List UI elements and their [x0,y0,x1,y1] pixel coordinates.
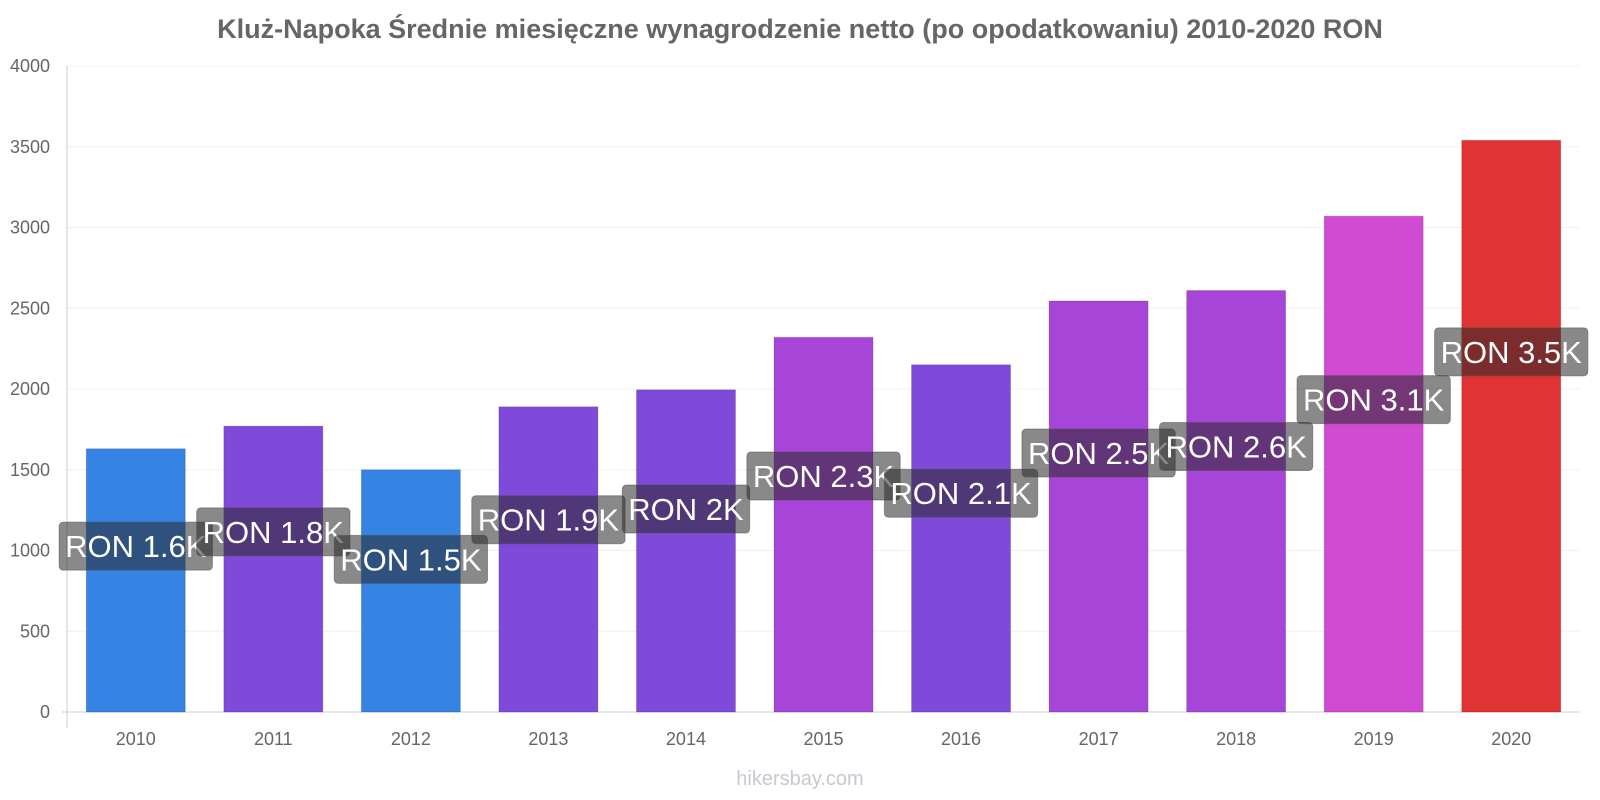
bars [85,139,1562,713]
x-tick-label: 2019 [1354,729,1394,749]
data-label-text: RON 1.9K [478,503,620,538]
bar-2018 [1186,289,1287,713]
x-tick-label: 2017 [1079,729,1119,749]
data-label-2013: RON 1.9K [471,495,626,545]
x-tick-label: 2018 [1216,729,1256,749]
y-tick-label: 0 [40,702,50,722]
bar-2017 [1048,300,1149,713]
y-tick-label: 2500 [10,298,50,318]
y-tick-label: 3000 [10,218,50,238]
x-tick-label: 2010 [116,729,156,749]
data-label-text: RON 2K [628,492,744,527]
x-tick-label: 2012 [391,729,431,749]
data-label-2018: RON 2.6K [1158,421,1314,471]
x-tick-label: 2015 [803,729,843,749]
data-label-text: RON 3.1K [1303,383,1445,418]
y-tick-label: 2000 [10,379,50,399]
data-label-box [621,484,751,534]
watermark: hikersbay.com [736,768,864,790]
data-label-2015: RON 2.3K [746,451,901,501]
bar-2020 [1461,139,1562,713]
y-tick-label: 1500 [10,460,50,480]
y-tick-label: 3500 [10,137,50,157]
x-tick-label: 2016 [941,729,981,749]
data-label-2012: RON 1.5K [333,534,489,584]
data-label-text: RON 1.8K [203,515,345,550]
data-label-text: RON 2.6K [1165,429,1307,464]
data-label-box [883,468,1039,518]
data-label-text: RON 2.1K [890,476,1032,511]
bar-2011 [223,425,324,713]
x-axis-ticks: 2010 2011 2012 2013 2014 2015 2016 2017 2018 2019… [116,729,1532,749]
x-tick-label: 2020 [1491,729,1531,749]
data-label-text: RON 2.3K [753,459,895,494]
data-label-box [196,507,351,557]
data-label-box [1296,375,1451,425]
data-label-text: RON 2.5K [1028,436,1170,471]
data-label-2016: RON 2.1K [883,468,1039,518]
x-tick-label: 2013 [528,729,568,749]
y-tick-label: 4000 [10,56,50,76]
bar-2016 [911,364,1012,713]
bar-2013 [498,406,599,713]
bar-2019 [1323,215,1424,713]
x-tick-label: 2011 [254,729,293,749]
x-tick-label: 2014 [666,729,706,749]
bar-2015 [773,336,874,713]
data-label-box [1158,421,1314,471]
bar-2010 [85,448,186,713]
data-label-text: RON 3.5K [1441,335,1583,370]
data-label-box [333,534,489,584]
bar-2012 [360,469,461,713]
bar-2014 [635,389,736,713]
data-label-text: RON 1.5K [340,542,482,577]
y-axis-ticks: 0 500 1000 1500 2000 2500 3000 3500 4000 [10,56,50,722]
y-tick-label: 500 [20,621,50,641]
data-label-text: RON 1.6K [65,529,207,564]
data-label-2019: RON 3.1K [1296,375,1451,425]
data-label-2017: RON 2.5K [1021,428,1176,478]
data-label-2014: RON 2K [621,484,751,534]
data-label-2010: RON 1.6K [58,521,213,571]
data-label-2011: RON 1.8K [196,507,351,557]
data-label-box [1434,327,1589,377]
data-label-2020: RON 3.5K [1434,327,1589,377]
y-tick-label: 1000 [10,541,50,561]
chart-title: Kluż-Napoka Średnie miesięczne wynagrodz… [217,14,1383,44]
